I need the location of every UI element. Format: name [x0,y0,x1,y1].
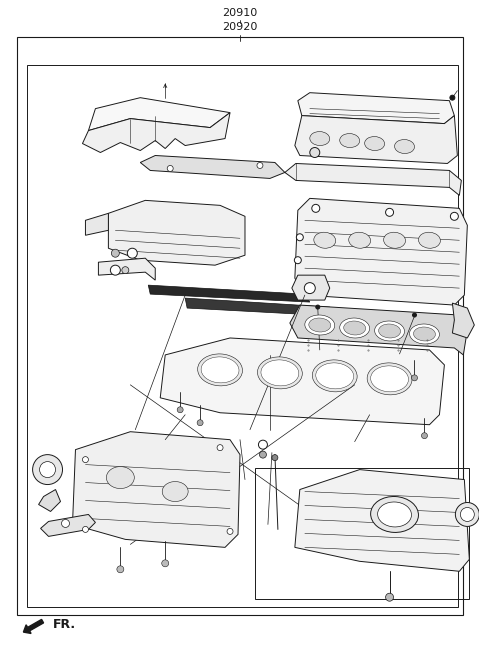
Polygon shape [295,470,469,571]
Circle shape [217,445,223,451]
Polygon shape [452,303,474,338]
Circle shape [162,560,168,567]
Polygon shape [148,285,310,302]
Circle shape [127,248,137,258]
Ellipse shape [413,327,435,341]
Circle shape [61,519,70,527]
Circle shape [294,257,301,264]
Circle shape [460,508,474,521]
Ellipse shape [367,363,412,395]
Polygon shape [98,258,155,280]
Polygon shape [285,164,461,195]
Circle shape [385,208,394,216]
Circle shape [296,234,303,241]
Ellipse shape [261,360,299,386]
Text: 20910: 20910 [222,8,258,18]
Ellipse shape [257,357,302,389]
Ellipse shape [419,233,440,248]
Circle shape [260,451,266,458]
Circle shape [117,566,124,572]
Ellipse shape [162,481,188,502]
Polygon shape [38,489,60,512]
Ellipse shape [384,233,406,248]
Circle shape [385,593,394,601]
Circle shape [177,407,183,413]
Circle shape [412,313,417,317]
Circle shape [167,166,173,172]
Circle shape [33,455,62,485]
Ellipse shape [309,318,331,332]
Ellipse shape [371,366,408,392]
Polygon shape [295,198,468,305]
Bar [17,37,463,615]
Polygon shape [41,514,96,536]
Circle shape [122,267,129,274]
Polygon shape [72,432,240,548]
Polygon shape [83,113,230,153]
Circle shape [111,249,120,257]
Ellipse shape [340,134,360,147]
Polygon shape [88,98,230,130]
Circle shape [258,440,267,449]
Ellipse shape [316,363,354,389]
Ellipse shape [374,321,405,341]
Ellipse shape [312,360,357,392]
Bar [27,65,458,607]
Ellipse shape [365,136,384,151]
Circle shape [316,305,320,309]
Ellipse shape [107,466,134,489]
Polygon shape [290,305,468,355]
Ellipse shape [371,496,419,533]
Circle shape [421,433,428,439]
Circle shape [83,457,88,462]
Polygon shape [295,116,457,164]
Circle shape [450,212,458,220]
Ellipse shape [314,233,336,248]
Circle shape [304,282,315,293]
Text: 20920: 20920 [222,22,258,32]
Circle shape [197,420,203,426]
Circle shape [227,529,233,534]
Circle shape [272,455,278,460]
Polygon shape [140,155,285,178]
Ellipse shape [201,357,239,383]
Circle shape [411,375,418,381]
Circle shape [450,95,455,100]
Ellipse shape [378,502,411,527]
Text: FR.: FR. [52,618,76,631]
Polygon shape [185,298,335,316]
Circle shape [312,204,320,212]
Ellipse shape [198,354,242,386]
Ellipse shape [310,132,330,145]
Polygon shape [292,275,330,300]
Ellipse shape [409,324,439,344]
FancyArrow shape [24,620,44,633]
Circle shape [83,527,88,533]
Polygon shape [160,338,444,424]
Ellipse shape [395,140,415,153]
Ellipse shape [305,315,335,335]
Polygon shape [298,92,455,124]
Polygon shape [85,214,108,235]
Circle shape [456,502,480,527]
Circle shape [257,162,263,168]
Circle shape [39,462,56,477]
Polygon shape [108,200,245,265]
Ellipse shape [348,233,371,248]
Circle shape [310,147,320,157]
Ellipse shape [340,318,370,338]
Circle shape [110,265,120,275]
Ellipse shape [344,321,366,335]
Ellipse shape [379,324,400,338]
